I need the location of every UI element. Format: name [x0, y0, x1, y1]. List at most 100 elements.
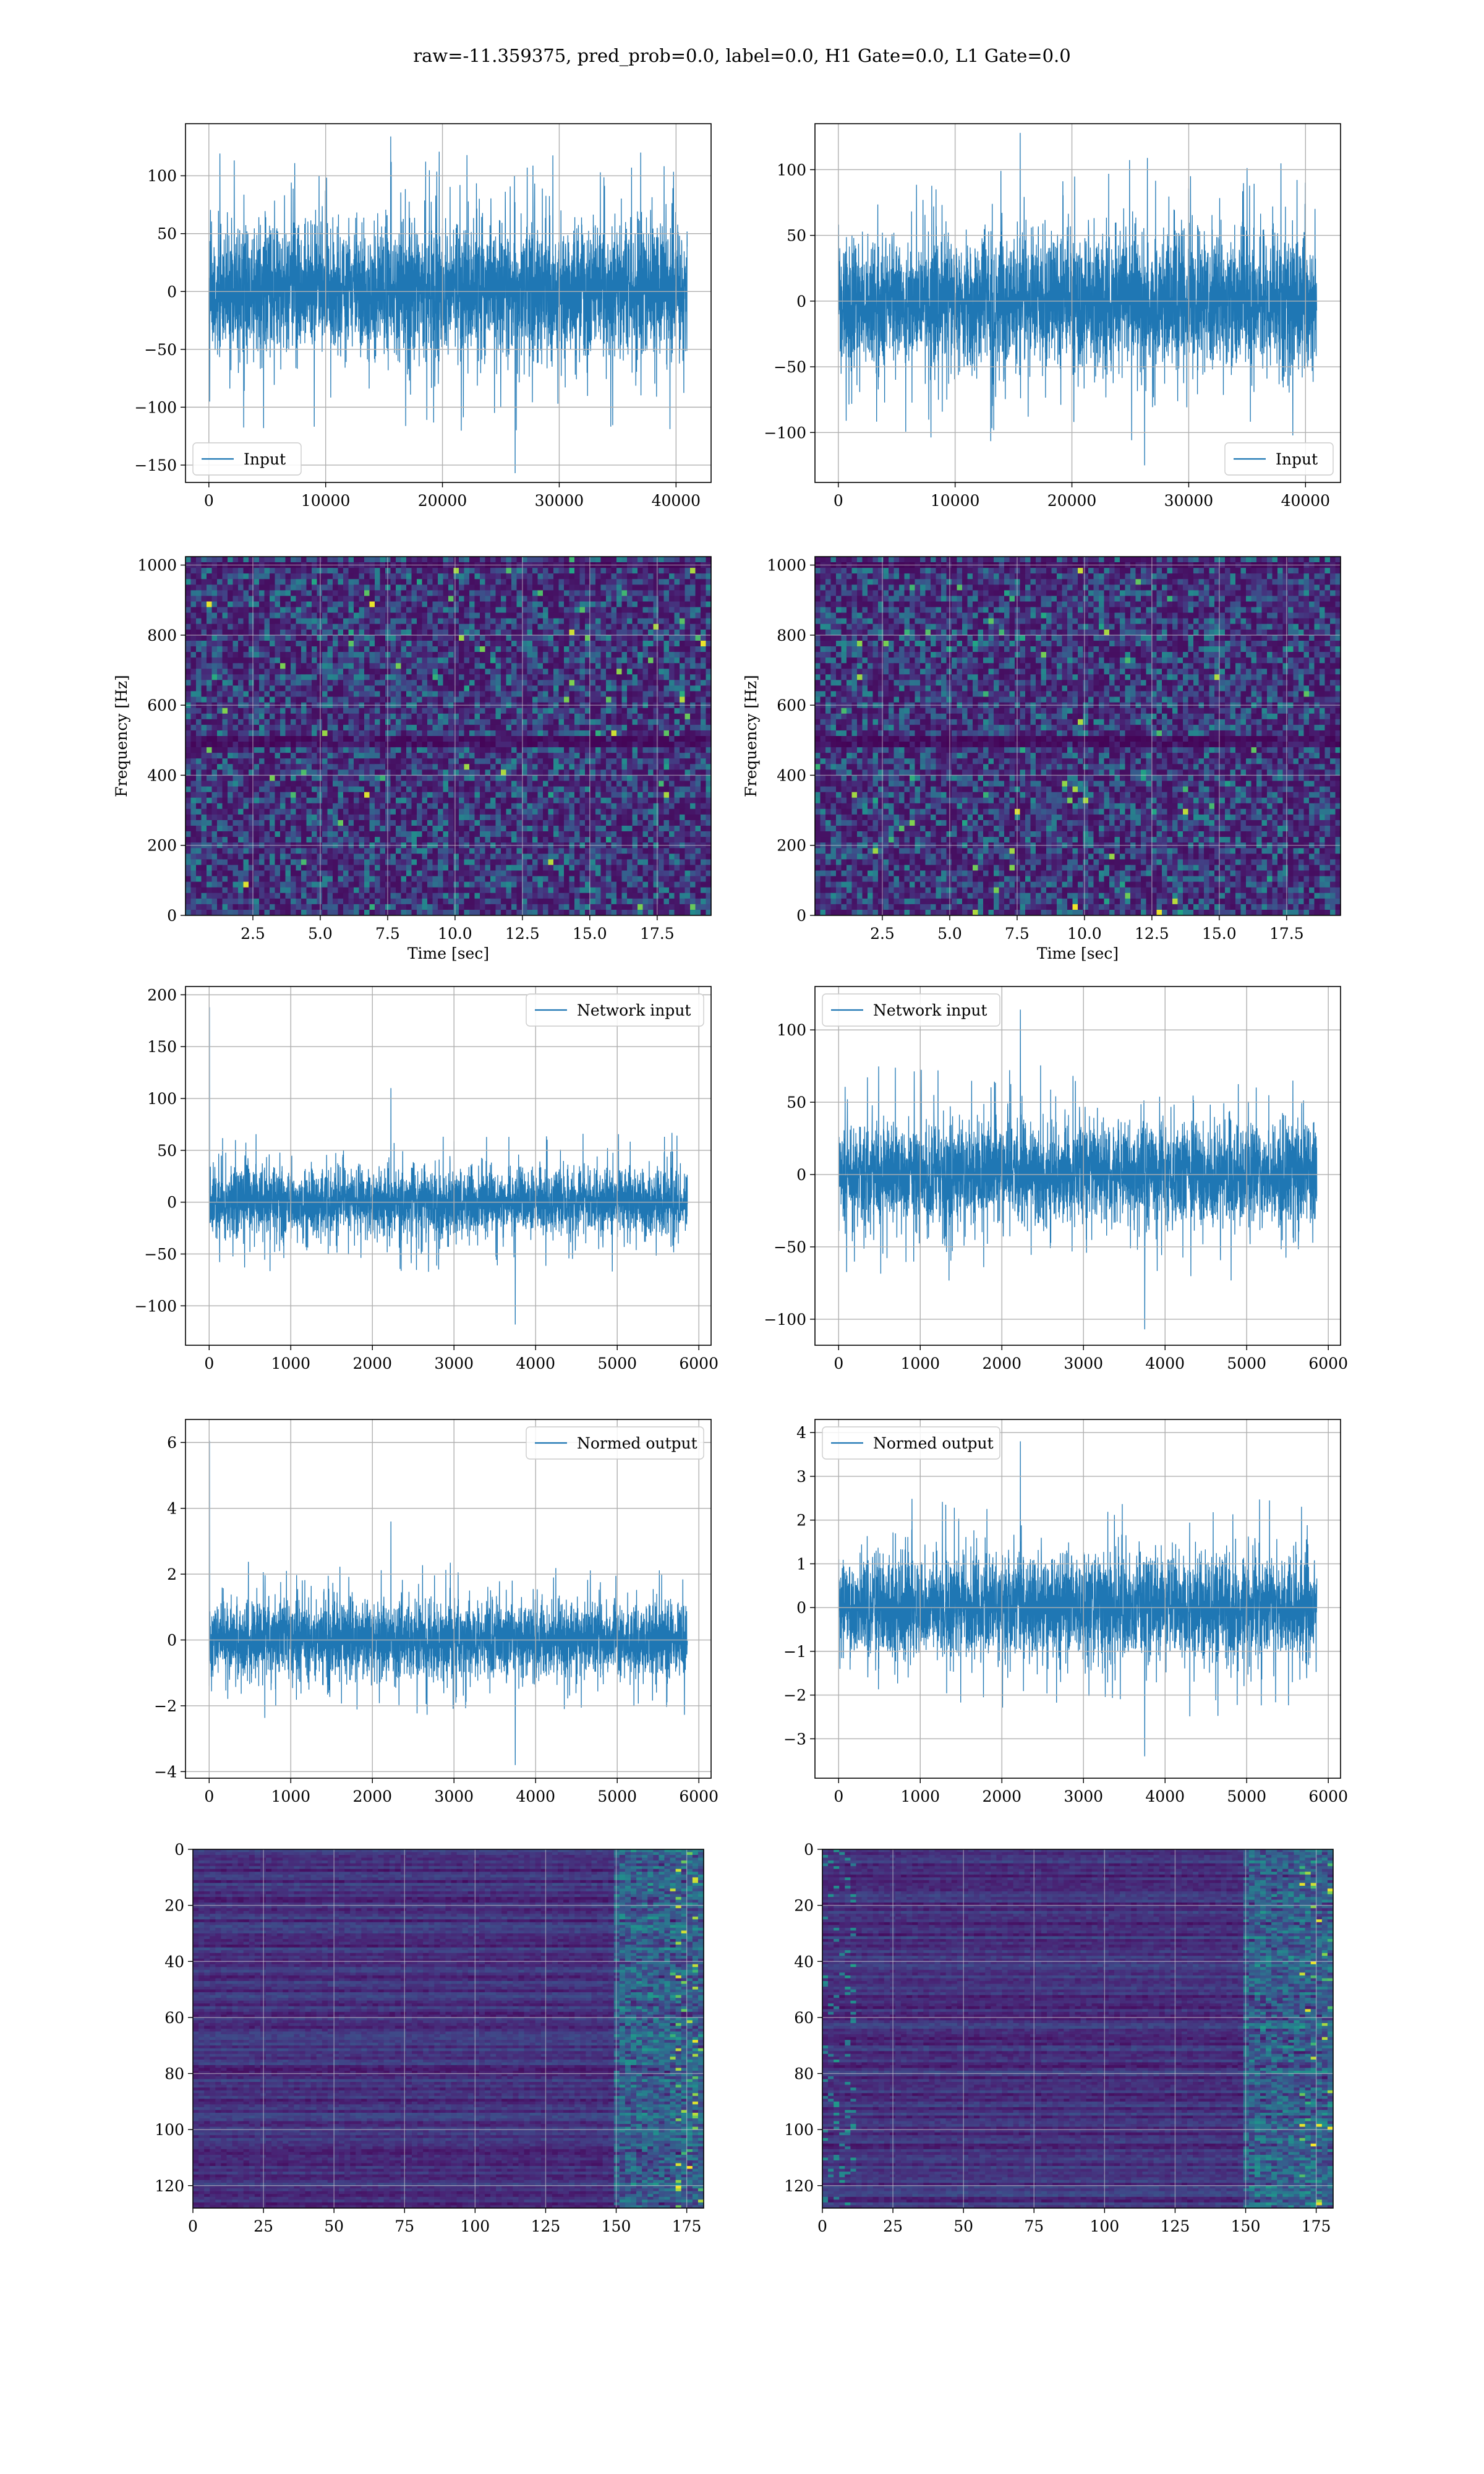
spectrogram-cell — [638, 820, 644, 826]
spectrogram-cell — [485, 713, 491, 720]
spectrogram-cell — [516, 803, 522, 810]
spectrogram-cell — [611, 629, 617, 636]
spectrogram-cell — [590, 747, 596, 753]
spectrogram-cell — [406, 669, 412, 675]
spectrogram-cell — [537, 623, 544, 630]
spectrogram-cell — [222, 747, 228, 753]
spectrogram-cell — [375, 758, 381, 764]
spectrogram-cell — [495, 568, 501, 574]
spectrogram-cell — [527, 652, 533, 658]
spectrogram-cell — [553, 652, 560, 658]
spectrogram-cell — [259, 568, 265, 574]
spectrogram-cell — [422, 764, 428, 770]
spectrogram-cell — [432, 719, 438, 726]
spectrogram-cell — [196, 696, 202, 703]
spectrogram-cell — [354, 724, 360, 731]
spectrogram-cell — [522, 820, 528, 826]
spectrogram-cell — [322, 629, 328, 636]
spectrogram-cell — [354, 573, 360, 580]
spectrogram-cell — [638, 764, 644, 770]
spectrogram-cell — [228, 557, 234, 563]
spectrogram-cell — [464, 590, 470, 597]
spectrogram-cell — [674, 557, 680, 563]
spectrogram-cell — [663, 629, 670, 636]
spectrogram-cell — [485, 663, 491, 669]
spectrogram-cell — [663, 635, 670, 641]
spectrogram-cell — [653, 753, 659, 759]
spectrogram-cell — [348, 747, 354, 753]
spectrogram-cell — [522, 618, 528, 625]
spectrogram-cell — [427, 808, 433, 815]
spectrogram-cell — [659, 669, 665, 675]
spectrogram-cell — [495, 669, 501, 675]
spectrogram-cell — [706, 786, 711, 793]
spectrogram-cell — [501, 736, 507, 742]
spectrogram-cell — [243, 742, 249, 748]
spectrogram-cell — [706, 769, 711, 776]
spectrogram-cell — [543, 663, 549, 669]
spectrogram-cell — [511, 724, 518, 731]
spectrogram-cell — [632, 747, 638, 753]
spectrogram-cell — [380, 685, 386, 692]
spectrogram-cell — [217, 612, 223, 619]
spectrogram-cell — [211, 623, 218, 630]
spectrogram-cell — [453, 786, 459, 793]
spectrogram-cell — [606, 797, 612, 804]
spectrogram-cell — [222, 781, 228, 787]
spectrogram-cell — [417, 623, 423, 630]
spectrogram-cell — [522, 646, 528, 653]
spectrogram-cell — [627, 623, 633, 630]
spectrogram-cell — [459, 607, 465, 614]
spectrogram-cell — [590, 596, 596, 602]
spectrogram-cell — [480, 691, 486, 698]
spectrogram-cell — [690, 781, 696, 787]
spectrogram-cell — [417, 724, 423, 731]
spectrogram-cell — [406, 808, 412, 815]
spectrogram-cell — [364, 820, 370, 826]
spectrogram-cell — [569, 601, 575, 608]
spectrogram-cell — [390, 646, 396, 653]
spectrogram-cell — [285, 657, 291, 664]
spectrogram-cell — [432, 663, 438, 669]
spectrogram-cell — [453, 663, 459, 669]
spectrogram-cell — [616, 803, 623, 810]
spectrogram-cell — [600, 663, 607, 669]
spectrogram-cell — [317, 618, 323, 625]
spectrogram-cell — [301, 764, 307, 770]
spectrogram-cell — [495, 753, 501, 759]
spectrogram-cell — [275, 797, 281, 804]
spectrogram-cell — [443, 820, 449, 826]
spectrogram-cell — [296, 657, 302, 664]
spectrogram-cell — [201, 747, 207, 753]
spectrogram-cell — [595, 781, 602, 787]
spectrogram-cell — [469, 713, 475, 720]
spectrogram-cell — [275, 803, 281, 810]
spectrogram-cell — [558, 623, 565, 630]
spectrogram-cell — [690, 557, 696, 563]
spectrogram-cell — [648, 730, 654, 737]
spectrogram-cell — [648, 742, 654, 748]
spectrogram-cell — [190, 831, 197, 837]
spectrogram-cell — [222, 742, 228, 748]
spectrogram-cell — [322, 730, 328, 737]
spectrogram-cell — [259, 652, 265, 658]
spectrogram-cell — [438, 618, 444, 625]
spectrogram-cell — [369, 623, 375, 630]
spectrogram-cell — [201, 685, 207, 692]
spectrogram-cell — [627, 696, 633, 703]
spectrogram-cell — [327, 747, 333, 753]
spectrogram-cell — [684, 764, 691, 770]
spectrogram-cell — [585, 663, 591, 669]
spectrogram-cell — [401, 803, 407, 810]
spectrogram-cell — [611, 607, 617, 614]
spectrogram-cell — [485, 623, 491, 630]
spectrogram-cell — [485, 652, 491, 658]
spectrogram-cell — [259, 669, 265, 675]
spectrogram-cell — [590, 691, 596, 698]
spectrogram-cell — [285, 719, 291, 726]
spectrogram-cell — [642, 742, 649, 748]
spectrogram-cell — [348, 758, 354, 764]
spectrogram-cell — [558, 601, 565, 608]
spectrogram-cell — [642, 680, 649, 687]
spectrogram-cell — [411, 652, 417, 658]
